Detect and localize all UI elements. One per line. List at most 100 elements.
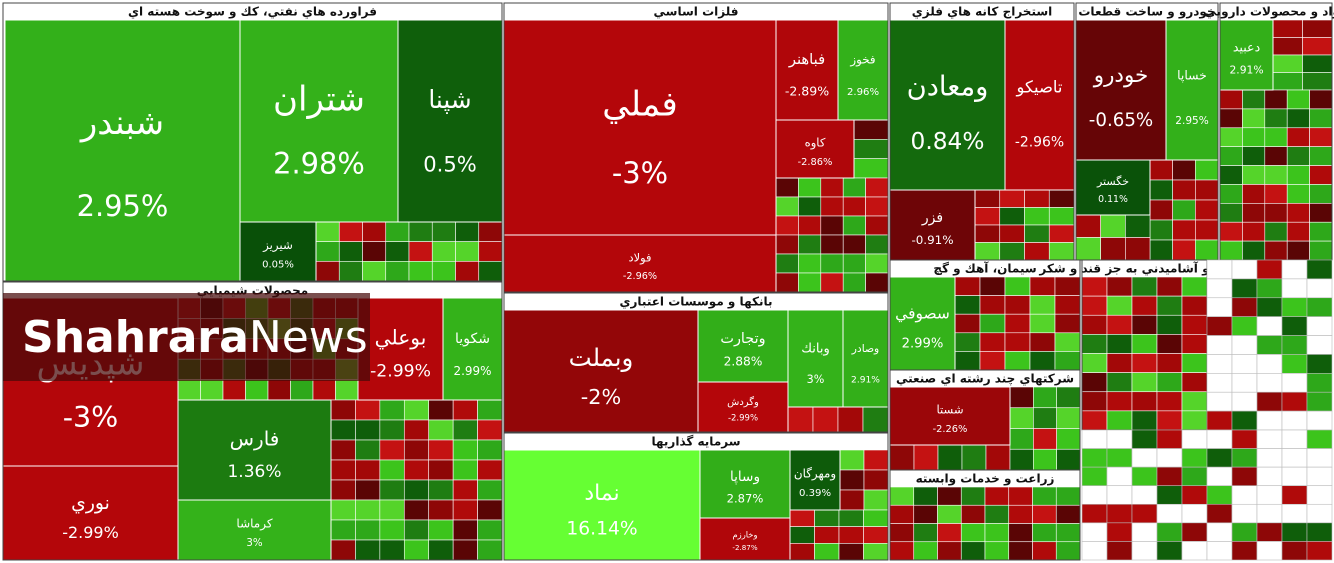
filler-tile [1286, 203, 1310, 223]
filler-tile [1231, 316, 1258, 336]
filler-tile [1281, 448, 1308, 468]
filler-tile [1106, 353, 1133, 373]
stock-change: -3% [63, 400, 119, 434]
watermark-text: ShahraraNews [22, 312, 368, 363]
filler-tile [1181, 522, 1208, 542]
filler-tile [200, 379, 224, 401]
filler-tile [913, 523, 938, 543]
filler-tile [1054, 332, 1081, 352]
filler-tile [1281, 278, 1308, 299]
filler-tile [1081, 353, 1108, 373]
stock-tile [787, 309, 844, 408]
filler-tile [1172, 179, 1196, 201]
filler-tile [1131, 429, 1158, 449]
filler-tile [1306, 522, 1333, 542]
filler-tile [1054, 313, 1081, 334]
filler-tile [1219, 165, 1243, 185]
filler-tile [379, 499, 405, 521]
filler-tile [1264, 221, 1288, 242]
stock-change: 0.11% [1098, 194, 1128, 205]
stock-change: 2.99% [902, 336, 944, 351]
filler-tile [385, 241, 410, 262]
filler-tile [1106, 448, 1133, 468]
filler-tile [1256, 259, 1283, 280]
filler-tile [1231, 503, 1258, 524]
filler-tile [1172, 199, 1196, 221]
filler-tile [1056, 428, 1081, 450]
sector-title: فلزات اساسي [654, 5, 739, 19]
filler-tile [1106, 541, 1133, 561]
filler-tile [1075, 237, 1101, 261]
filler-tile [1256, 410, 1283, 431]
filler-tile [428, 439, 454, 461]
stock-change: 3% [246, 538, 262, 549]
filler-tile [452, 399, 478, 421]
filler-tile [1256, 316, 1283, 336]
filler-tile [913, 486, 938, 506]
filler-tile [1149, 179, 1173, 201]
stock-name: نوري [71, 493, 110, 514]
stock-tile [357, 297, 444, 401]
filler-tile [330, 419, 356, 441]
filler-tile [1272, 37, 1303, 56]
stock-tile [1075, 159, 1151, 216]
filler-tile [1281, 259, 1308, 280]
filler-tile [1256, 278, 1283, 299]
stock-change: 2.88% [724, 354, 763, 368]
filler-tile [1281, 429, 1308, 449]
filler-tile [937, 523, 962, 543]
stock-tile [699, 449, 791, 519]
filler-tile [839, 469, 865, 491]
filler-tile [979, 313, 1006, 334]
sector-title: سرمايه گذاريها [651, 435, 740, 449]
stock-change: -2% [581, 385, 621, 409]
stock-change: 16.14% [566, 519, 637, 540]
filler-tile [979, 332, 1006, 352]
filler-tile [428, 459, 454, 481]
filler-tile [1008, 486, 1033, 506]
filler-tile [1264, 184, 1288, 204]
filler-tile [1286, 127, 1310, 147]
filler-tile [379, 519, 405, 541]
filler-tile [1009, 407, 1034, 429]
filler-tile [974, 224, 1001, 243]
filler-tile [820, 177, 844, 198]
filler-tile [477, 399, 503, 421]
filler-tile [1004, 295, 1031, 315]
sector-header [890, 470, 1080, 487]
filler-tile [330, 499, 356, 521]
filler-tile [1281, 466, 1308, 487]
filler-tile [1106, 429, 1133, 449]
filler-tile [1131, 485, 1158, 505]
filler-tile [1024, 189, 1050, 208]
filler-tile [1081, 314, 1108, 335]
filler-tile [1029, 332, 1056, 352]
filler-tile [1256, 503, 1283, 524]
filler-tile [865, 253, 889, 274]
filler-tile [455, 221, 480, 242]
filler-tile [1206, 259, 1233, 280]
filler-tile [1242, 108, 1266, 129]
filler-tile [452, 459, 478, 481]
filler-tile [1106, 334, 1133, 354]
stock-change: 2.99% [454, 364, 492, 378]
filler-tile [960, 523, 986, 543]
filler-tile [798, 177, 822, 198]
filler-tile [1286, 184, 1310, 204]
filler-tile [267, 379, 291, 401]
filler-tile [1272, 54, 1303, 73]
filler-tile [1309, 165, 1333, 185]
stock-change: -0.65% [1089, 110, 1153, 131]
filler-tile [1306, 259, 1333, 280]
filler-tile [355, 419, 381, 441]
filler-tile [1302, 37, 1333, 56]
filler-tile [1033, 407, 1057, 429]
filler-tile [1281, 316, 1308, 336]
filler-tile [1242, 146, 1266, 166]
sector-title: شركتهاي چند رشته اي صنعتي [896, 372, 1074, 386]
sector-header [504, 433, 888, 450]
stock-change: -3% [612, 156, 668, 190]
filler-tile [1033, 448, 1057, 471]
filler-tile [1081, 276, 1108, 297]
filler-tile [1156, 541, 1183, 561]
